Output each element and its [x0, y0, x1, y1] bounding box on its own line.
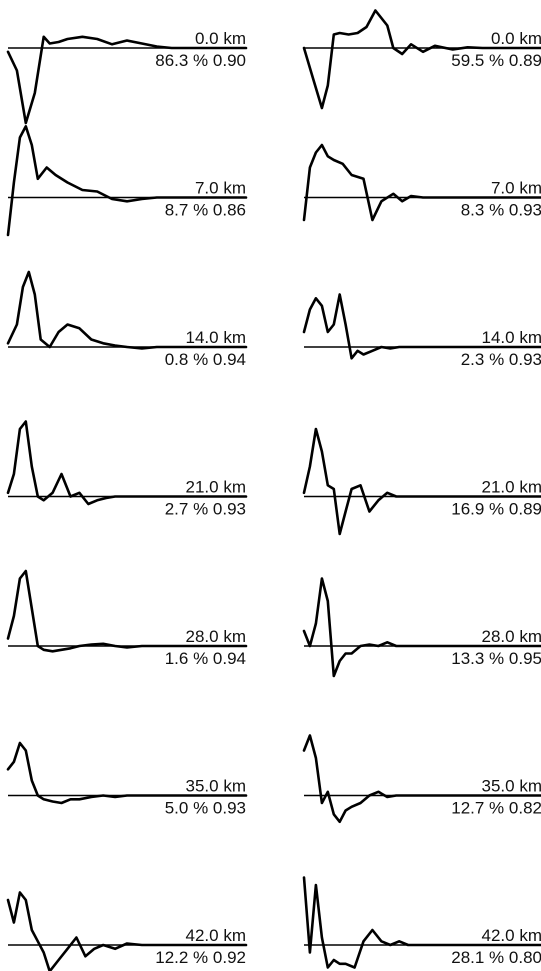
depth-label: 0.0 km — [195, 29, 246, 48]
trace-panel-right-0: 0.0 km 59.5 % 0.89 — [302, 9, 541, 110]
depth-label: 0.0 km — [491, 29, 541, 48]
trace-panel-right-4: 28.0 km 13.3 % 0.95 — [302, 577, 541, 678]
depth-label: 35.0 km — [482, 777, 541, 796]
waveform-trace — [302, 293, 541, 360]
stats-label: 16.9 % 0.89 — [451, 500, 541, 519]
trace-panel-right-1: 7.0 km 8.3 % 0.93 — [302, 143, 541, 222]
stats-label: 8.3 % 0.93 — [461, 201, 541, 220]
waveform-trace — [6, 891, 248, 971]
trace-panel-left-6: 42.0 km 12.2 % 0.92 — [6, 891, 248, 971]
stats-label: 12.2 % 0.92 — [155, 948, 246, 967]
waveform-trace — [302, 427, 541, 536]
trace-panel-right-2: 14.0 km 2.3 % 0.93 — [302, 293, 541, 369]
trace-panel-left-1: 7.0 km 8.7 % 0.86 — [6, 125, 248, 237]
trace-panel-right-3: 21.0 km 16.9 % 0.89 — [302, 427, 541, 536]
depth-label: 14.0 km — [482, 328, 541, 347]
waveform-trace — [302, 734, 541, 824]
waveform-trace — [6, 270, 248, 350]
trace-panel-left-4: 28.0 km 1.6 % 0.94 — [6, 569, 248, 668]
stats-label: 2.7 % 0.93 — [165, 500, 246, 519]
depth-label: 35.0 km — [186, 777, 246, 796]
depth-label: 28.0 km — [186, 627, 246, 646]
stats-label: 86.3 % 0.90 — [155, 51, 246, 70]
stats-label: 59.5 % 0.89 — [451, 51, 541, 70]
depth-label: 42.0 km — [186, 926, 246, 945]
waveform-trace — [6, 420, 248, 506]
trace-panel-left-2: 14.0 km 0.8 % 0.94 — [6, 270, 248, 369]
depth-label: 14.0 km — [186, 328, 246, 347]
waveform-trace — [302, 143, 541, 222]
depth-label: 21.0 km — [482, 478, 541, 497]
depth-label: 28.0 km — [482, 627, 541, 646]
stats-label: 28.1 % 0.80 — [451, 948, 541, 967]
stats-label: 5.0 % 0.93 — [165, 799, 246, 818]
stats-label: 0.8 % 0.94 — [165, 350, 246, 369]
stats-label: 1.6 % 0.94 — [165, 649, 246, 668]
trace-panel-left-3: 21.0 km 2.7 % 0.93 — [6, 420, 248, 519]
trace-panel-right-6: 42.0 km 28.1 % 0.80 — [302, 876, 541, 969]
depth-label: 21.0 km — [186, 478, 246, 497]
trace-panel-right-5: 35.0 km 12.7 % 0.82 — [302, 734, 541, 824]
waveform-trace — [6, 125, 248, 237]
stats-label: 2.3 % 0.93 — [461, 350, 541, 369]
waveform-trace — [302, 577, 541, 678]
stats-label: 8.7 % 0.86 — [165, 201, 246, 220]
waveform-trace — [302, 876, 541, 969]
waveform-trace — [302, 9, 541, 110]
waveform-trace — [6, 569, 248, 653]
trace-panel-left-0: 0.0 km 86.3 % 0.90 — [6, 29, 248, 125]
stats-label: 12.7 % 0.82 — [451, 799, 541, 818]
waveform-trace — [6, 35, 248, 125]
stats-label: 13.3 % 0.95 — [451, 649, 541, 668]
waveform-trace — [6, 741, 248, 805]
depth-label: 7.0 km — [491, 179, 541, 198]
trace-panel-left-5: 35.0 km 5.0 % 0.93 — [6, 741, 248, 818]
depth-label: 7.0 km — [195, 179, 246, 198]
depth-label: 42.0 km — [482, 926, 541, 945]
